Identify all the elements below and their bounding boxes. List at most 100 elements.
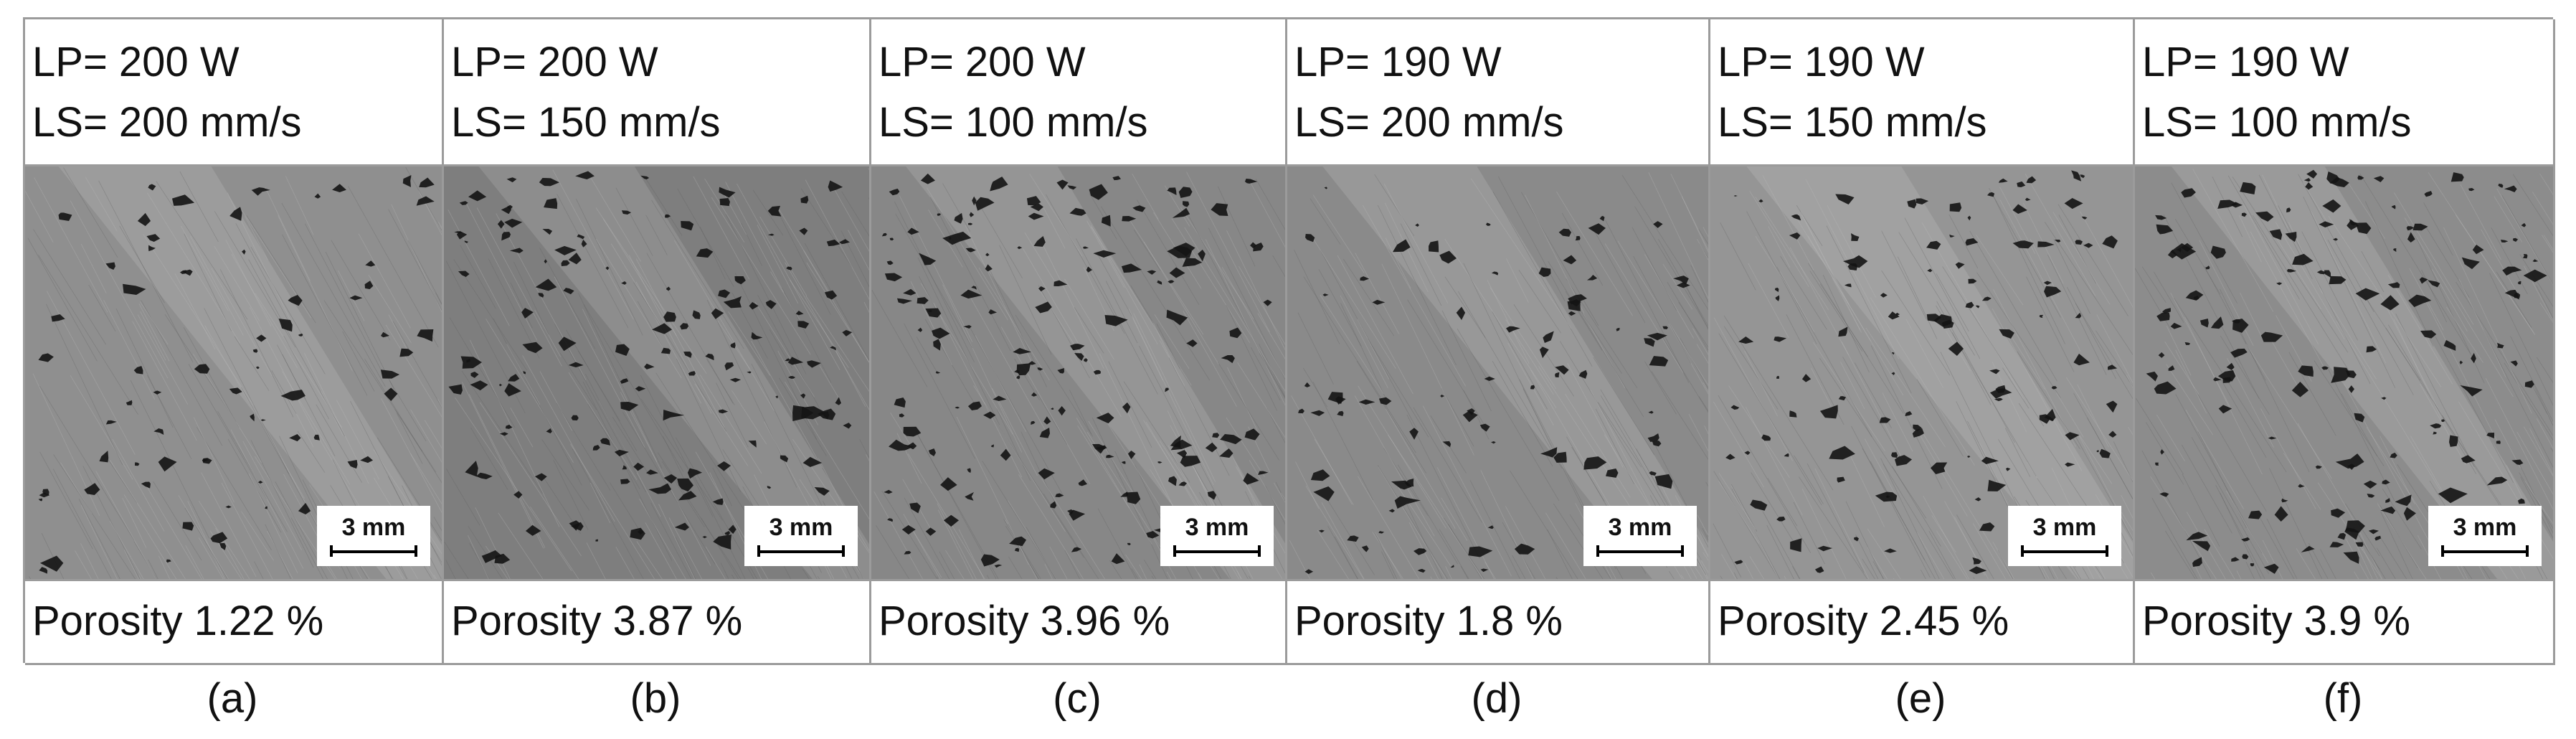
surface-scratch (133, 541, 157, 579)
pore (1050, 501, 1057, 509)
surface-scratch (189, 235, 244, 336)
pore (1212, 433, 1220, 438)
pore (1563, 255, 1577, 265)
panel-e-scale-bar: 3 mm (2008, 506, 2121, 566)
surface-scratch (557, 194, 629, 329)
pore (2242, 554, 2249, 560)
surface-scratch (70, 200, 169, 379)
surface-scratch (1008, 524, 1039, 579)
panel-b-image: 3 mm (444, 166, 871, 581)
pore (2291, 381, 2309, 397)
pore (2217, 199, 2239, 209)
pore (1814, 566, 1824, 573)
surface-scratch (2227, 175, 2300, 300)
panel-f-scale-line (2441, 545, 2529, 557)
surface-scratch (470, 339, 560, 527)
pore (2382, 479, 2390, 485)
surface-scratch (53, 454, 136, 579)
surface-scratch (554, 324, 646, 493)
pore (972, 196, 977, 206)
pore (148, 245, 156, 252)
pore (561, 260, 570, 266)
pore (1892, 352, 1895, 355)
surface-scratch (27, 237, 98, 362)
pore (1538, 267, 1551, 278)
pore (1095, 445, 1107, 451)
pore (724, 530, 731, 536)
pore (558, 336, 577, 352)
surface-scratch (1441, 310, 1492, 412)
surface-scratch (204, 325, 305, 499)
pore (2322, 199, 2341, 213)
pore (646, 469, 658, 475)
surface-scratch (2153, 271, 2184, 323)
surface-scratch (394, 408, 442, 484)
surface-scratch (1931, 515, 1956, 553)
pore (2099, 448, 2111, 458)
pore (1843, 255, 1868, 268)
surface-scratch (1690, 265, 1708, 303)
surface-scratch (1026, 527, 1056, 579)
surface-scratch (1374, 532, 1402, 579)
surface-scratch (881, 490, 938, 579)
pore (967, 468, 971, 474)
surface-scratch (725, 214, 807, 375)
surface-scratch (405, 166, 442, 232)
surface-scratch (583, 303, 684, 472)
pore (2468, 188, 2475, 192)
pore (459, 201, 468, 205)
surface-scratch (1480, 470, 1534, 579)
surface-scratch (1718, 473, 1756, 530)
surface-scratch (1561, 212, 1604, 286)
surface-scratch (1510, 470, 1578, 579)
pore (2193, 296, 2199, 301)
surface-scratch (1249, 460, 1285, 521)
surface-scratch (219, 269, 294, 418)
pore (1776, 517, 1786, 522)
pore (2373, 176, 2385, 183)
pore (1335, 396, 1346, 405)
pore (2286, 269, 2297, 273)
pore (544, 198, 558, 210)
surface-scratch (2520, 476, 2553, 539)
surface-scratch (2194, 388, 2267, 512)
pore (202, 458, 209, 463)
pore (1588, 223, 1606, 235)
pore (948, 236, 952, 240)
surface-scratch (1867, 528, 1901, 579)
surface-scratch (109, 520, 144, 579)
surface-scratch (675, 537, 696, 579)
surface-scratch (1766, 524, 1794, 579)
pore (702, 536, 707, 539)
pore (2424, 191, 2433, 197)
surface-scratch (123, 550, 139, 579)
surface-scratch (965, 289, 1049, 437)
surface-scratch (2301, 231, 2358, 341)
surface-scratch (587, 403, 640, 489)
pore (1998, 178, 2008, 183)
pore (2248, 510, 2263, 519)
surface-scratch (2516, 431, 2553, 495)
pore (2450, 172, 2464, 182)
surface-scratch (1343, 258, 1395, 336)
surface-scratch (871, 290, 928, 387)
surface-scratch (476, 207, 562, 367)
pore (470, 372, 479, 378)
surface-scratch (2303, 196, 2396, 388)
pore (620, 479, 630, 484)
pore (705, 353, 714, 361)
pore (965, 491, 974, 501)
panel-f-laser-speed: LS= 100 mm/s (2142, 99, 2412, 146)
surface-scratch (1250, 347, 1281, 401)
pore (365, 260, 376, 267)
surface-scratch (1660, 334, 1708, 413)
surface-scratch (636, 541, 663, 579)
pore (1166, 309, 1188, 326)
surface-scratch (2491, 227, 2528, 295)
surface-scratch (1688, 413, 1708, 452)
surface-scratch (1372, 532, 1404, 579)
pore (1965, 301, 1974, 309)
pore (1653, 221, 1663, 228)
surface-scratch (804, 243, 869, 362)
surface-scratch (1321, 502, 1365, 579)
